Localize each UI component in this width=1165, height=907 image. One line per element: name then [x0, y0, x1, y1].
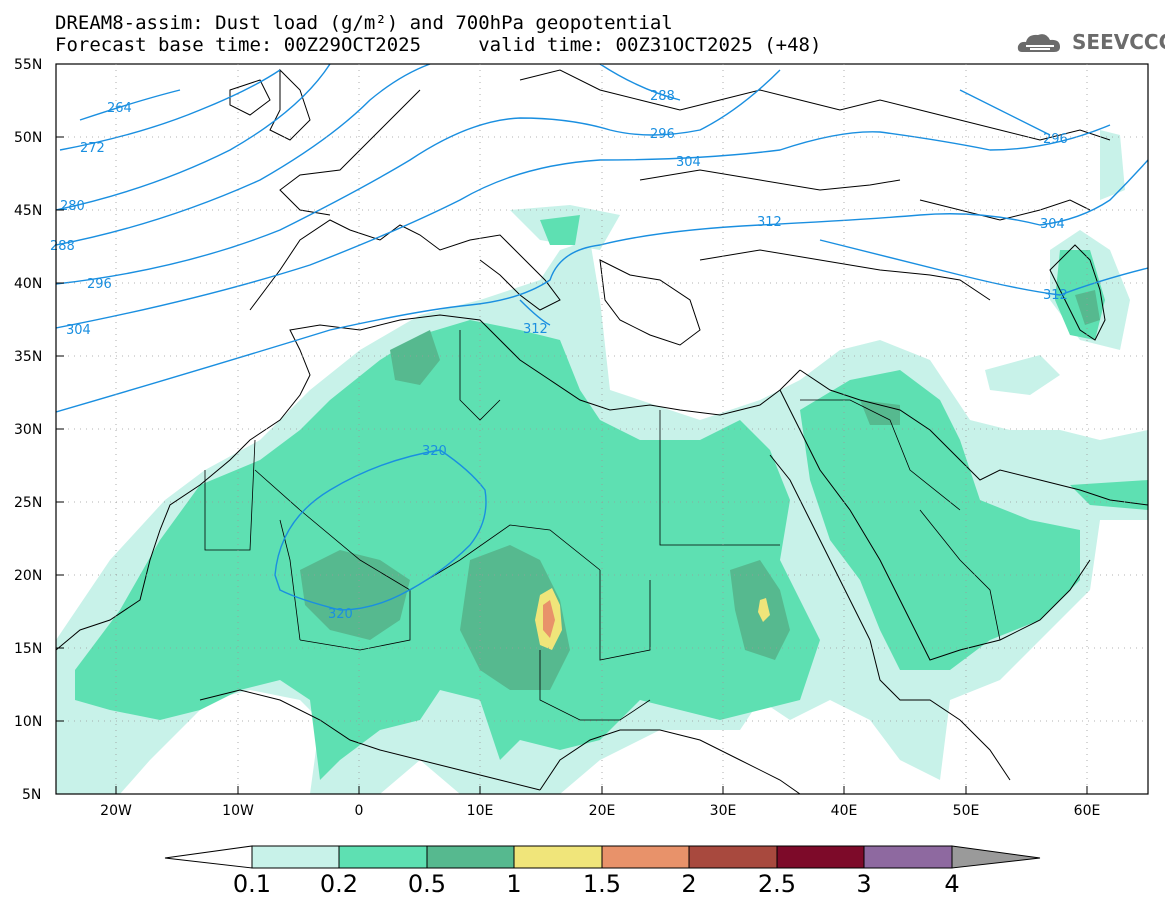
contour-label: 288 — [50, 239, 75, 254]
colorbar-label: 2 — [681, 870, 696, 898]
contour-label: 296 — [87, 277, 112, 292]
lat-labels: 55N 50N 45N 40N 35N 30N 25N 20N 15N 10N … — [14, 57, 42, 803]
contour-label: 312 — [1043, 288, 1068, 303]
colorbar-high-arrow — [951, 845, 1041, 869]
contour-label: 304 — [66, 323, 91, 338]
contour-label: 264 — [107, 101, 132, 116]
colorbar-labels: 0.1 0.2 0.5 1 1.5 2 2.5 3 4 — [233, 870, 960, 898]
map-title: DREAM8-assim: Dust load (g/m²) and 700hP… — [55, 12, 673, 34]
colorbar-segment — [338, 845, 428, 869]
borders — [204, 330, 1001, 721]
colorbar-segment — [863, 845, 953, 869]
lat-tick-label: 15N — [14, 641, 42, 657]
contour-label: 296 — [1043, 132, 1068, 147]
colorbar-label: 0.1 — [233, 870, 271, 898]
colorbar-label: 3 — [856, 870, 871, 898]
colorbar-label: 1 — [506, 870, 521, 898]
dust-region-0.2 — [75, 320, 820, 780]
lon-tick-label: 20E — [589, 803, 616, 819]
contour-label: 280 — [60, 199, 85, 214]
lon-tick-label: 30E — [710, 803, 737, 819]
lat-tick-label: 50N — [14, 130, 42, 146]
lat-tick-label: 40N — [14, 276, 42, 292]
colorbar-label: 2.5 — [758, 870, 796, 898]
coastlines — [56, 68, 1148, 794]
geopotential-contours — [56, 64, 1148, 611]
contour-label: 320 — [328, 607, 353, 622]
lat-tick-label: 10N — [14, 714, 42, 730]
lon-tick-label: 60E — [1074, 803, 1101, 819]
contour-label: 320 — [422, 444, 447, 459]
colorbar-label: 4 — [944, 870, 959, 898]
lon-labels: 20W 10W 0 10E 20E 30E 40E 50E 60E — [100, 803, 1100, 819]
lon-tick-label: 0 — [355, 803, 364, 819]
lat-tick-label: 5N — [22, 787, 41, 803]
cloud-logo-icon — [1017, 34, 1060, 52]
colorbar-label: 0.5 — [408, 870, 446, 898]
lon-tick-label: 40E — [831, 803, 858, 819]
lon-tick-label: 50E — [953, 803, 980, 819]
contour-labels: 264 272 280 288 296 304 288 296 304 312 … — [50, 89, 1068, 622]
colorbar-label: 0.2 — [320, 870, 358, 898]
colorbar-low-arrow — [164, 845, 253, 869]
colorbar-segment — [776, 845, 865, 869]
map-subtitle: Forecast base time: 00Z29OCT2025 valid t… — [55, 34, 822, 56]
colorbar-segment — [601, 845, 690, 869]
lat-tick-label: 35N — [14, 349, 42, 365]
lat-tick-label: 55N — [14, 57, 42, 73]
contour-label: 312 — [523, 322, 548, 337]
gridlines — [56, 64, 1148, 794]
contour-label: 296 — [650, 127, 675, 142]
colorbar-segment — [513, 845, 603, 869]
colorbar-segment — [688, 845, 778, 869]
lon-tick-label: 20W — [100, 803, 132, 819]
contour-label: 304 — [1040, 217, 1065, 232]
contour-label: 304 — [676, 155, 701, 170]
colorbar — [164, 845, 1041, 869]
contour-label: 272 — [80, 141, 105, 156]
lat-tick-label: 20N — [14, 568, 42, 584]
dust-region-0.2-arabia — [800, 370, 1080, 670]
contour-label: 288 — [650, 89, 675, 104]
lon-tick-label: 10W — [222, 803, 254, 819]
lat-tick-label: 30N — [14, 422, 42, 438]
colorbar-segment — [426, 845, 515, 869]
dust-region-0.5 — [300, 550, 410, 640]
axis-ticks — [56, 136, 1088, 794]
colorbar-segment — [251, 845, 340, 869]
logo-text: SEEVCCC — [1072, 30, 1165, 54]
lat-tick-label: 45N — [14, 203, 42, 219]
dust-region-1.5 — [543, 600, 555, 638]
contour-label: 312 — [757, 215, 782, 230]
dust-field — [56, 130, 1148, 794]
lon-tick-label: 10E — [467, 803, 494, 819]
colorbar-label: 1.5 — [583, 870, 621, 898]
lat-tick-label: 25N — [14, 495, 42, 511]
